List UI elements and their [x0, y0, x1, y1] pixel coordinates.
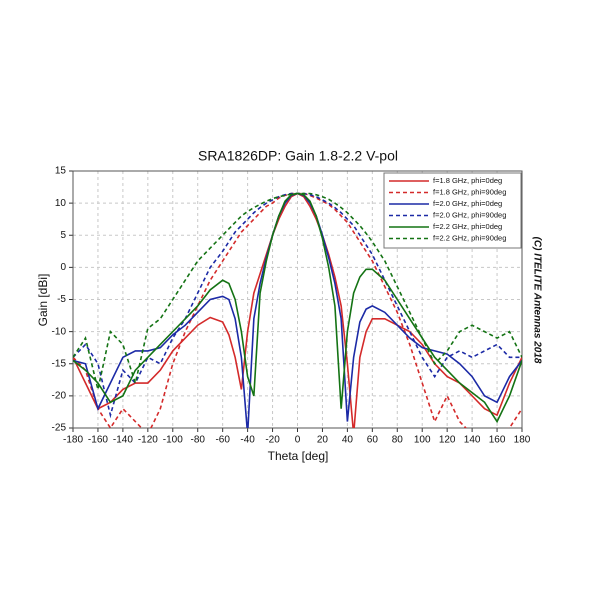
chart-title: SRA1826DP: Gain 1.8-2.2 V-pol: [198, 148, 398, 164]
x-tick-label: 20: [317, 435, 329, 446]
x-tick-label: 140: [464, 435, 481, 446]
x-tick-label: 120: [439, 435, 456, 446]
x-tick-label: 40: [342, 435, 354, 446]
legend-box: [383, 172, 522, 249]
x-tick-label: 80: [392, 435, 404, 446]
x-tick-label: 100: [414, 435, 431, 446]
legend-label: f=2.0 GHz, phi=0deg: [433, 199, 502, 208]
legend-label: f=2.2 GHz, phi=90deg: [433, 233, 506, 242]
y-tick-label: -5: [57, 294, 66, 305]
x-tick-label: -120: [138, 435, 158, 446]
x-tick-label: -160: [88, 435, 108, 446]
x-tick-label: 0: [295, 435, 301, 446]
legend-label: f=2.2 GHz, phi=0deg: [433, 222, 502, 231]
y-tick-label: -20: [52, 391, 67, 402]
legend-label: f=2.0 GHz, phi=90deg: [433, 210, 506, 219]
x-tick-label: -40: [240, 435, 255, 446]
plot-frame: [72, 170, 523, 429]
legend-label: f=1.8 GHz, phi=0deg: [433, 176, 502, 185]
x-tick-label: -60: [215, 435, 230, 446]
x-tick-label: 180: [514, 435, 531, 446]
y-tick-label: -15: [52, 358, 67, 369]
y-axis-label: Gain [dBi]: [36, 274, 50, 327]
y-tick-label: 0: [60, 262, 66, 273]
x-tick-label: -20: [265, 435, 280, 446]
plot-area: [73, 192, 522, 428]
y-tick-label: 10: [55, 198, 67, 209]
x-tick-label: -80: [190, 435, 205, 446]
x-tick-label: -140: [113, 435, 133, 446]
y-tick-label: 5: [60, 230, 66, 241]
y-tick-label: -10: [52, 326, 67, 337]
y-tick-label: 15: [55, 166, 67, 177]
copyright: (C) ITELITE Antennas 2018: [531, 237, 542, 364]
x-axis-label: Theta [deg]: [268, 449, 329, 463]
legend-label: f=1.8 GHz, phi=90deg: [433, 187, 506, 196]
x-tick-label: -180: [63, 435, 83, 446]
x-tick-label: -100: [163, 435, 183, 446]
y-tick-label: -25: [52, 423, 67, 434]
x-tick-label: 60: [367, 435, 379, 446]
x-tick-label: 160: [489, 435, 506, 446]
series-line: [73, 192, 522, 390]
